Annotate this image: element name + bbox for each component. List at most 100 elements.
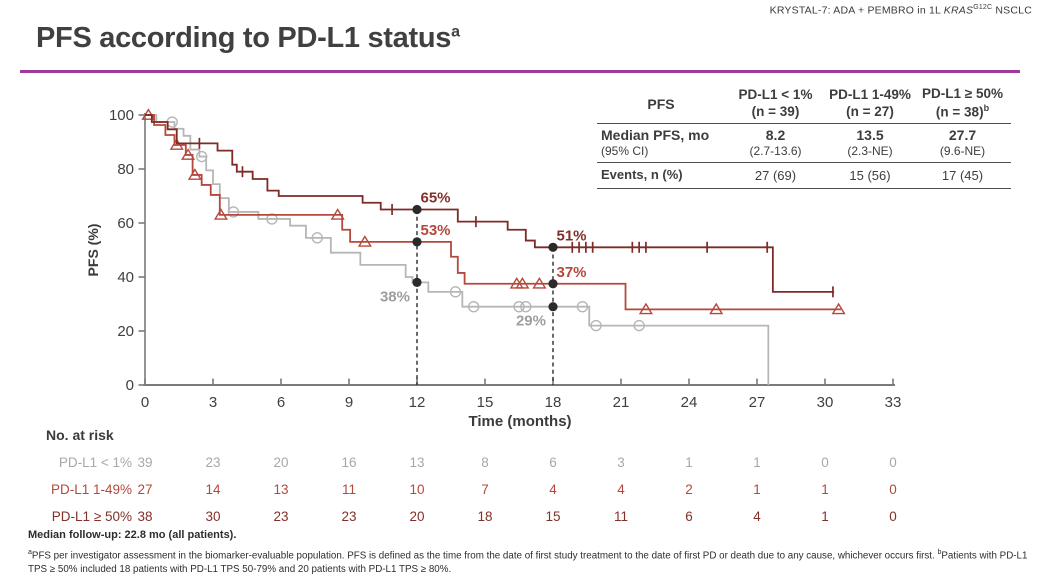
median-value-1: 8.2 (2.7-13.6) <box>749 127 802 159</box>
x-tick-label: 27 <box>749 394 766 411</box>
landmark-dot <box>412 204 422 215</box>
risk-value: 4 <box>617 482 625 497</box>
risk-value: 38 <box>137 509 153 524</box>
censor-triangle-marker <box>330 208 345 220</box>
km-curve-1 <box>141 108 846 315</box>
footnote-a-text: PFS per investigator assessment in the b… <box>31 550 938 562</box>
risk-value: 6 <box>549 455 557 470</box>
censor-triangle-marker <box>181 148 196 160</box>
censor-circle-marker <box>590 319 602 332</box>
landmark-dot <box>412 237 422 247</box>
x-tick-label: 33 <box>885 394 902 411</box>
risk-value: 1 <box>753 455 761 470</box>
censor-triangle-marker <box>709 302 724 315</box>
risk-value: 18 <box>477 509 493 524</box>
censor-circle-marker <box>449 286 462 298</box>
risk-value: 7 <box>481 482 489 497</box>
col1-title: PD-L1 < 1% <box>738 86 813 102</box>
risk-value: 39 <box>137 455 153 470</box>
pfs-table-corner-label: PFS <box>647 95 675 112</box>
events-value-2: 15 (56) <box>849 167 891 183</box>
page-title: PFS according to PD-L1 statusa <box>36 22 460 55</box>
km-step-path <box>145 114 841 311</box>
study-banner-gene: KRAS <box>943 4 974 17</box>
study-banner-prefix: KRYSTAL-7: ADA + PEMBRO in 1L <box>769 4 944 17</box>
pfs-table-events-row: Events, n (%) 27 (69) 15 (56) 17 (45) <box>597 163 1011 190</box>
footnote-followup: Median follow-up: 22.8 mo (all patients)… <box>28 529 237 541</box>
censor-circle-marker <box>576 301 589 313</box>
risk-row-label: PD-L1 < 1% <box>58 455 132 470</box>
risk-value: 20 <box>273 455 289 470</box>
risk-value: 11 <box>341 482 356 497</box>
km-curve-0 <box>145 114 770 385</box>
km-step-path <box>145 114 835 293</box>
median-value-3: 27.7 (9.6-NE) <box>939 127 986 159</box>
pfs-table-col-header-2: PD-L1 1-49% (n = 27) <box>826 87 914 121</box>
censor-triangle-marker <box>638 302 653 315</box>
risk-row-label: PD-L1 ≥ 50% <box>51 509 132 524</box>
risk-value: 27 <box>137 482 153 497</box>
risk-value: 10 <box>409 482 425 497</box>
page-title-superscript: a <box>451 23 460 41</box>
y-tick-label: 60 <box>117 215 134 232</box>
censor-triangle-marker <box>532 276 547 289</box>
risk-value: 0 <box>889 509 897 524</box>
study-banner-gene-superscript: G12C <box>973 4 993 11</box>
landmark-label: 51% <box>557 227 587 244</box>
censor-circle-marker <box>633 319 645 332</box>
footnote-b-text: Patients with PD-L1 TPS ≥ 50% included 1… <box>28 550 1028 576</box>
footnote-b-superscript: b <box>937 549 942 556</box>
col2-n: (n = 27) <box>846 103 894 119</box>
risk-value: 8 <box>481 455 489 470</box>
events-value-1: 27 (69) <box>754 167 797 183</box>
risk-value: 20 <box>409 509 425 524</box>
footnote-a-superscript: a <box>28 549 32 556</box>
landmark-dot <box>548 302 558 312</box>
x-tick-label: 9 <box>345 394 353 411</box>
censor-triangle-marker <box>187 168 202 180</box>
events-row-label: Events, n (%) <box>601 167 683 183</box>
censor-triangle-marker <box>515 276 530 289</box>
risk-value: 16 <box>341 455 357 470</box>
censor-triangle-marker <box>169 138 184 150</box>
censor-triangle-marker <box>357 235 372 247</box>
risk-value: 3 <box>617 455 625 470</box>
risk-value: 14 <box>205 482 221 497</box>
landmark-label: 29% <box>516 313 546 330</box>
study-banner-suffix: NSCLC <box>992 4 1032 17</box>
median-row-label: Median PFS, mo (95% CI) <box>601 127 710 159</box>
y-axis-title: PFS (%) <box>85 224 101 277</box>
col2-title: PD-L1 1-49% <box>829 86 911 102</box>
x-tick-label: 18 <box>545 394 562 411</box>
risk-value: 11 <box>613 509 628 524</box>
x-tick-label: 21 <box>613 394 630 411</box>
col3-n: (n = 38)b <box>935 102 990 120</box>
landmark-dot <box>548 279 558 289</box>
risk-value: 13 <box>273 482 289 497</box>
pfs-table-header-row: PFS PD-L1 < 1% (n = 39) PD-L1 1-49% (n =… <box>597 86 1011 125</box>
risk-value: 1 <box>821 482 829 497</box>
risk-value: 13 <box>409 455 425 470</box>
x-tick-label: 12 <box>409 394 426 411</box>
x-tick-label: 15 <box>477 394 494 411</box>
risk-value: 23 <box>205 455 221 470</box>
landmark-dot <box>412 277 422 287</box>
pfs-summary-table: PFS PD-L1 < 1% (n = 39) PD-L1 1-49% (n =… <box>597 86 1011 190</box>
y-tick-label: 0 <box>126 377 134 394</box>
censor-circle-marker <box>227 206 240 218</box>
landmark-label: 65% <box>421 190 451 207</box>
x-tick-label: 6 <box>277 394 285 411</box>
risk-value: 30 <box>205 509 221 524</box>
landmark-label: 37% <box>557 264 587 281</box>
events-value-3: 17 (45) <box>941 167 984 183</box>
censor-circle-marker <box>467 301 480 313</box>
censor-circle-marker <box>266 213 278 225</box>
km-chart: 0 20 40 60 80 100 0 3 6 9 12 15 18 21 24 27 30 33 Time (mo… <box>85 107 902 430</box>
y-tick-label: 80 <box>117 161 134 178</box>
censor-triangle-marker <box>213 208 228 220</box>
study-banner: KRYSTAL-7: ADA + PEMBRO in 1L KRASG12C N… <box>770 4 1032 17</box>
risk-value: 2 <box>685 482 693 497</box>
risk-row-label: PD-L1 1-49% <box>50 482 132 497</box>
risk-table-title: No. at risk <box>46 427 114 443</box>
